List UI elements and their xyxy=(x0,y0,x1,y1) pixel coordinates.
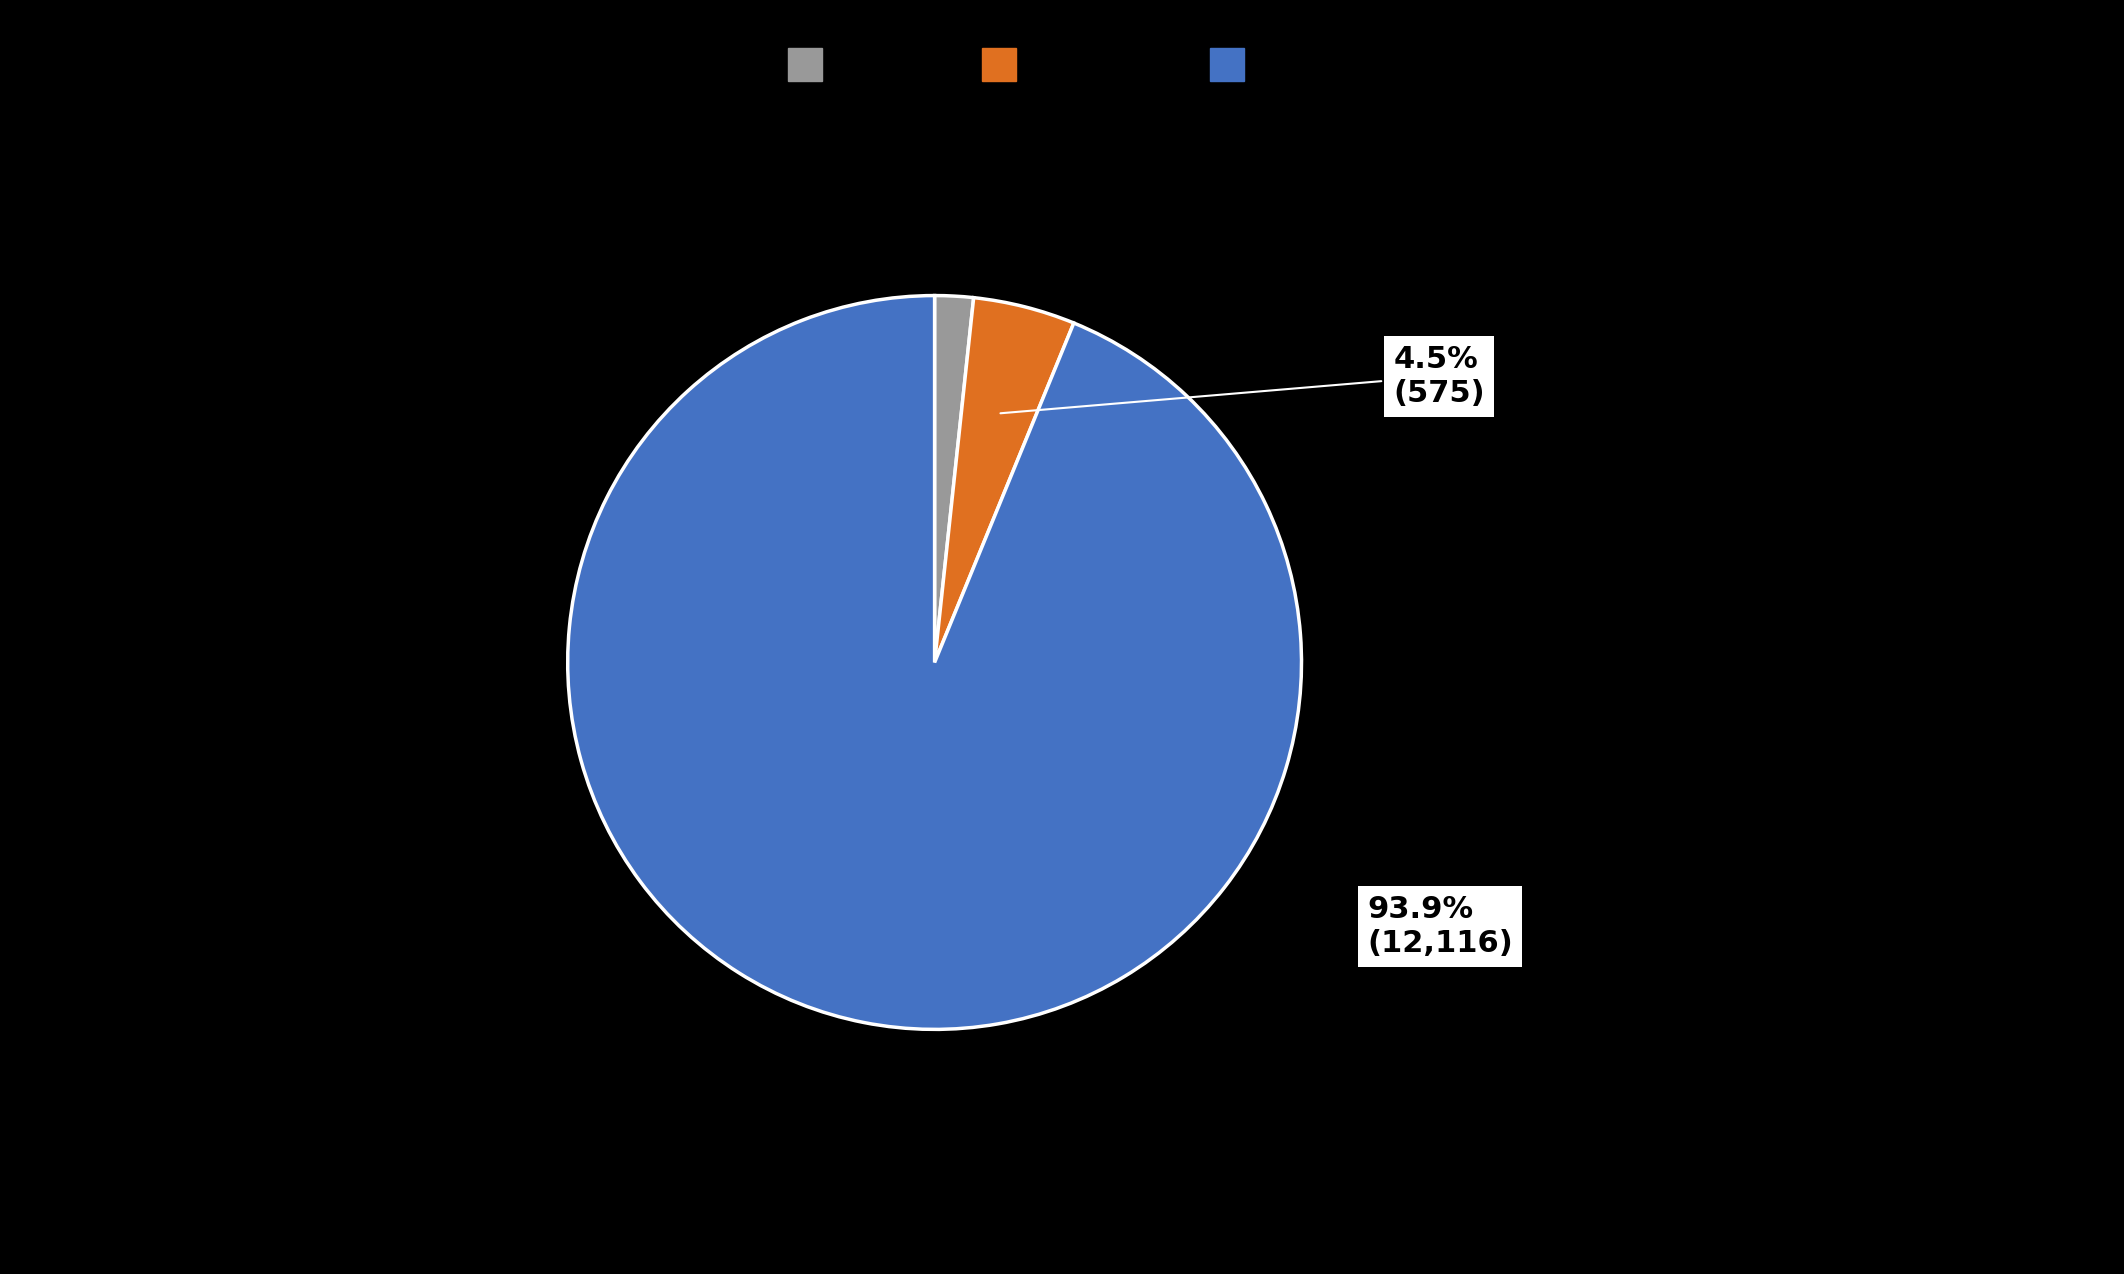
Wedge shape xyxy=(935,296,973,662)
Text: 93.9%
(12,116): 93.9% (12,116) xyxy=(1368,896,1512,958)
Wedge shape xyxy=(935,298,1075,662)
Text: 4.5%
(575): 4.5% (575) xyxy=(1000,345,1485,413)
Legend: Small, Medium, Large: Small, Medium, Large xyxy=(777,37,1347,92)
Wedge shape xyxy=(567,296,1302,1029)
